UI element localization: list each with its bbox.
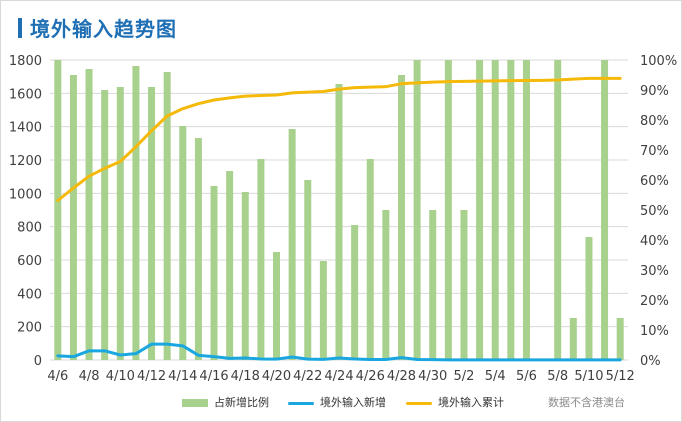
x-tick-label: 4/12	[137, 369, 166, 384]
bar-ratio	[210, 186, 218, 360]
y-left-tick-label: 1200	[9, 154, 42, 169]
x-tick-label: 4/30	[418, 369, 447, 384]
x-tick-label: 4/18	[231, 369, 260, 384]
bar-ratio	[522, 60, 530, 360]
y-right-tick-label: 50%	[640, 204, 669, 219]
bar-ratio	[132, 66, 140, 360]
bar-ratio	[569, 318, 577, 360]
x-tick-label: 5/6	[516, 369, 537, 384]
legend-label-cumulative: 境外输入累计	[438, 396, 504, 409]
x-tick-label: 4/8	[79, 369, 100, 384]
bar-ratio	[273, 252, 281, 360]
legend-swatch-ratio	[182, 399, 208, 407]
bar-ratio	[69, 75, 77, 360]
y-right-tick-label: 90%	[640, 84, 669, 99]
data-note: 数据不含港澳台	[548, 396, 625, 409]
y-left-tick-label: 600	[17, 254, 42, 269]
bar-ratio	[413, 60, 421, 360]
title-accent-bar	[18, 18, 22, 38]
bar-ratio	[507, 60, 515, 360]
x-tick-label: 4/20	[262, 369, 291, 384]
bar-ratio	[366, 159, 374, 360]
x-tick-label: 4/28	[387, 369, 416, 384]
bar-ratio	[429, 210, 437, 360]
legend-item-ratio: 占新增比例	[182, 394, 269, 410]
y-right-tick-label: 0%	[640, 354, 661, 369]
bar-ratio	[148, 87, 156, 360]
x-tick-label: 4/16	[199, 369, 228, 384]
bar-ratio	[476, 60, 484, 360]
y-left-tick-label: 1000	[9, 187, 42, 202]
bar-ratio	[382, 210, 390, 360]
bar-ratio	[335, 84, 343, 360]
bar-ratio	[85, 69, 93, 360]
y-right-tick-label: 100%	[640, 54, 677, 69]
bar-ratio	[351, 225, 359, 360]
bar-ratio	[116, 87, 124, 360]
legend-label-ratio: 占新增比例	[214, 396, 269, 409]
legend-swatch-cumulative	[406, 401, 432, 405]
y-right-tick-label: 60%	[640, 174, 669, 189]
x-tick-label: 5/2	[454, 369, 475, 384]
bar-ratio	[460, 210, 468, 360]
y-right-tick-label: 30%	[640, 264, 669, 279]
x-tick-label: 5/8	[547, 369, 568, 384]
y-left-tick-label: 0	[34, 354, 42, 369]
line-new	[56, 342, 622, 362]
bar-ratio	[179, 126, 187, 360]
x-tick-label: 4/24	[324, 369, 353, 384]
bar-ratio	[444, 60, 452, 360]
bar-ratio	[319, 261, 327, 360]
bar-ratio	[54, 60, 62, 360]
legend-item-new: 境外输入新增	[288, 394, 386, 410]
bar-ratio	[288, 129, 296, 360]
y-right-tick-label: 70%	[640, 144, 669, 159]
bar-ratio	[101, 90, 109, 360]
x-tick-label: 4/26	[356, 369, 385, 384]
bar-ratio	[601, 60, 609, 360]
y-left-tick-label: 1600	[9, 87, 42, 102]
legend-label-new: 境外输入新增	[320, 396, 386, 409]
y-left-tick-label: 1400	[9, 121, 42, 136]
bar-ratio	[616, 318, 624, 360]
legend-item-cumulative: 境外输入累计	[406, 394, 504, 410]
y-left-tick-label: 200	[17, 321, 42, 336]
y-right-tick-label: 80%	[640, 114, 669, 129]
x-tick-label: 5/12	[606, 369, 635, 384]
x-tick-label: 4/22	[293, 369, 322, 384]
x-tick-label: 5/10	[574, 369, 603, 384]
x-tick-label: 4/14	[168, 369, 197, 384]
x-tick-label: 5/4	[485, 369, 506, 384]
y-right-tick-label: 40%	[640, 234, 669, 249]
y-right-tick-label: 20%	[640, 294, 669, 309]
bar-ratio	[397, 75, 405, 360]
bar-ratio	[304, 180, 312, 360]
bar-ratio	[257, 159, 265, 360]
line-cumulative	[56, 76, 622, 202]
bar-ratio	[491, 60, 499, 360]
x-tick-label: 4/6	[47, 369, 68, 384]
y-left-tick-label: 800	[17, 221, 42, 236]
bar-ratio	[163, 72, 171, 360]
x-tick-label: 4/10	[106, 369, 135, 384]
legend-swatch-new	[288, 401, 314, 405]
y-left-tick-label: 1800	[9, 54, 42, 69]
bar-ratio	[226, 171, 234, 360]
bar-ratio	[585, 237, 593, 360]
bar-ratio	[194, 138, 202, 360]
y-right-tick-label: 10%	[640, 324, 669, 339]
y-left-tick-label: 400	[17, 287, 42, 302]
chart-title: 境外输入趋势图	[30, 17, 177, 41]
bar-ratio	[241, 192, 249, 360]
bar-ratio	[554, 60, 562, 360]
